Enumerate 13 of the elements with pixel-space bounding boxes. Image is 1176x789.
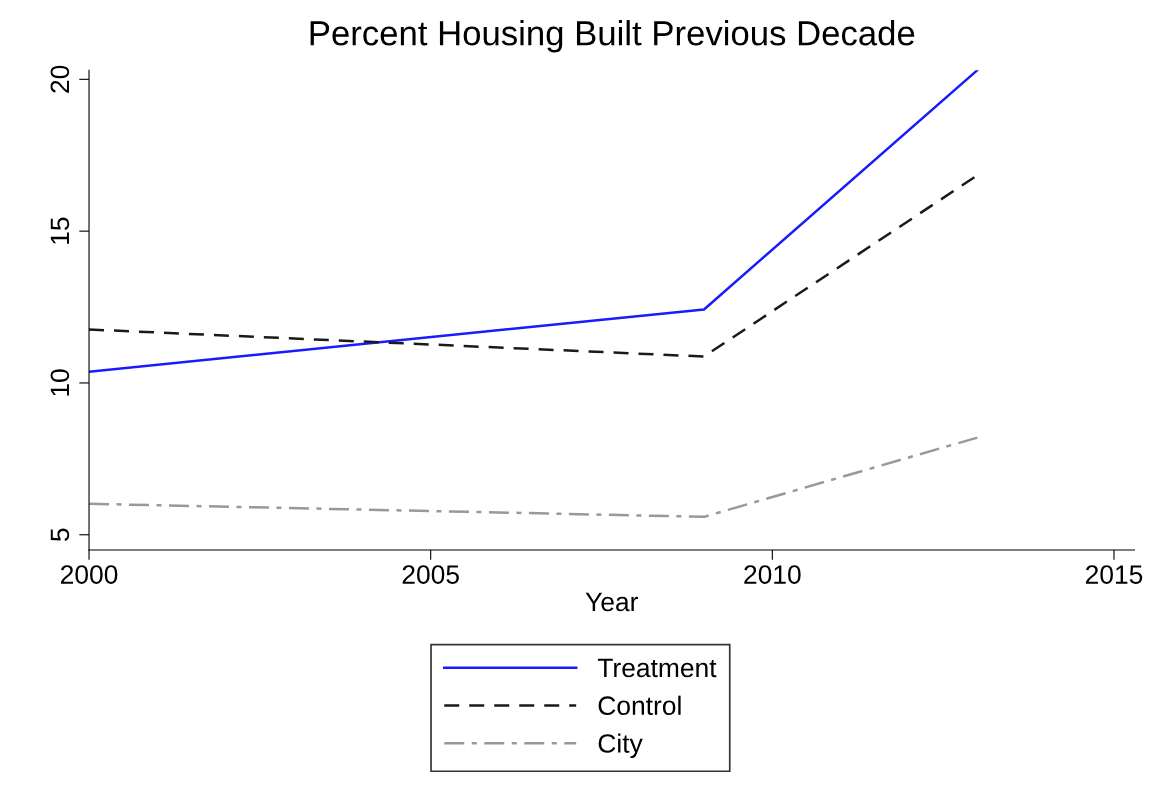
x-tick-label: 2005: [402, 565, 459, 584]
legend-label: Control: [598, 695, 681, 716]
x-tick-label: 2015: [1085, 565, 1143, 584]
x-axis-title: Year: [585, 592, 638, 612]
x-tick-label: 2000: [61, 565, 118, 584]
y-tick-label: 20: [50, 65, 70, 93]
y-tick-label: 15: [50, 217, 70, 244]
x-tick-label: 2010: [744, 565, 801, 584]
y-tick-label: 10: [50, 369, 70, 396]
legend-label: Treatment: [597, 658, 717, 678]
chart-title: Percent Housing Built Previous Decade: [310, 20, 915, 53]
y-tick-label: 5: [50, 528, 70, 542]
legend-label: City: [598, 733, 643, 759]
